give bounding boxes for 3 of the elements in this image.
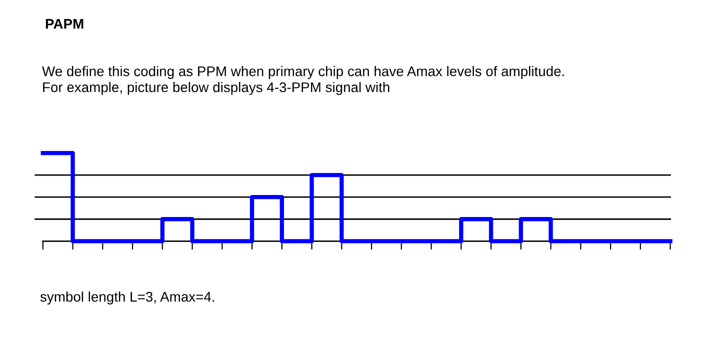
chart-title: PAPM	[46, 19, 84, 29]
chart-subtitle: We define this coding as PPM when primary chip can have Amax levels of amplitude. For example, picture below displays 4-3-PPM signal with	[42, 66, 564, 95]
text: symbol length L=3, Amax=4.	[40, 292, 214, 304]
